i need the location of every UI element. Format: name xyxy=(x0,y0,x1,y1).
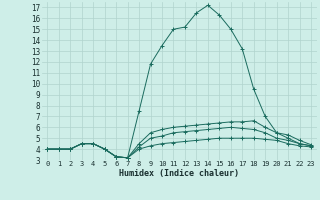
X-axis label: Humidex (Indice chaleur): Humidex (Indice chaleur) xyxy=(119,169,239,178)
